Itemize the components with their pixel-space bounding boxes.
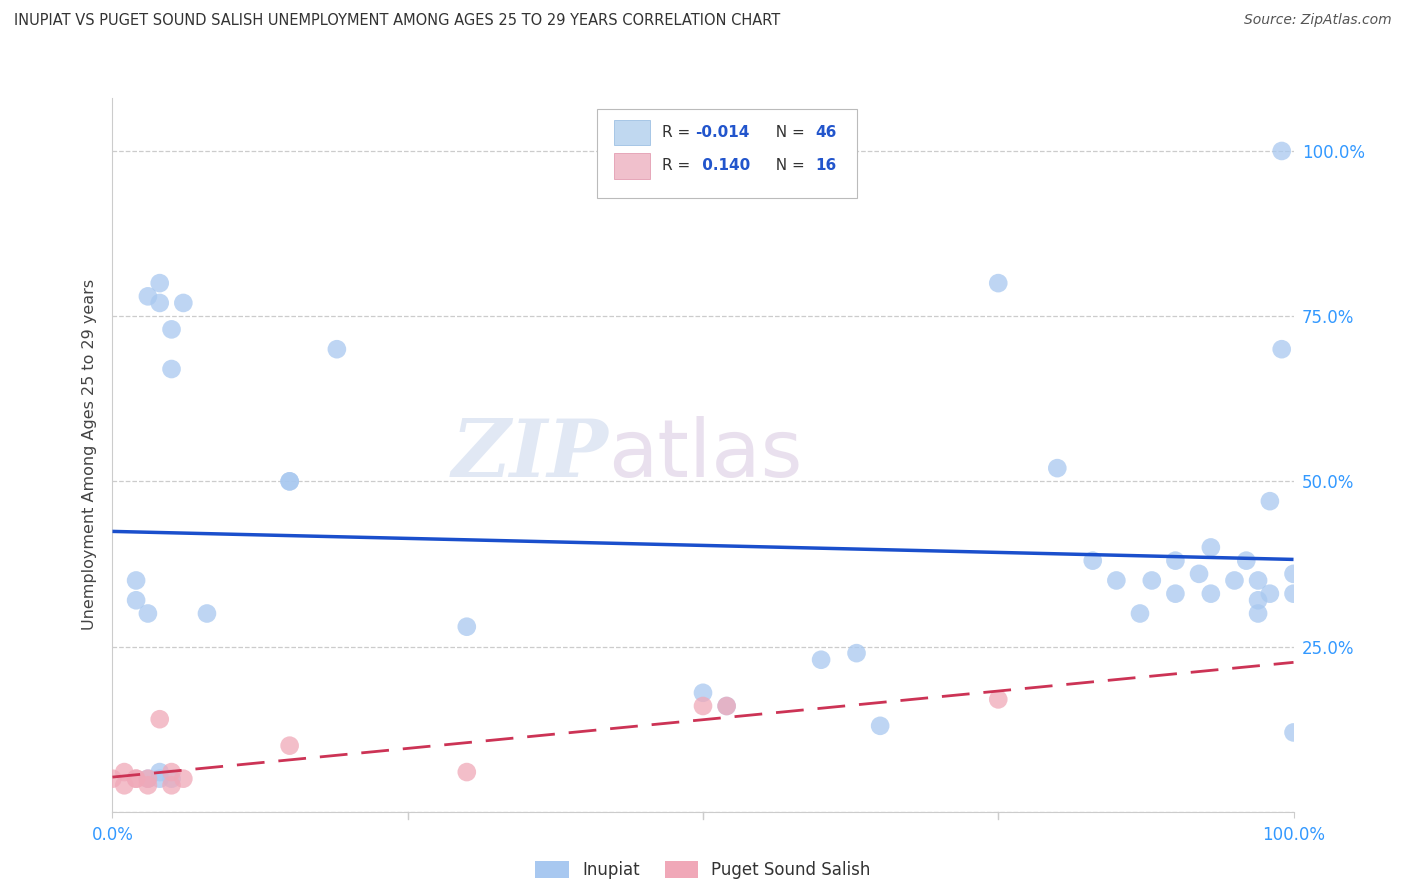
Point — [1105, 574, 1128, 588]
Point — [136, 772, 159, 786]
Point — [869, 719, 891, 733]
Point — [278, 739, 301, 753]
Text: 16: 16 — [815, 159, 837, 173]
Point — [125, 593, 148, 607]
Point — [1282, 587, 1305, 601]
Point — [172, 772, 194, 786]
Text: 0.140: 0.140 — [697, 159, 751, 173]
Point — [172, 296, 194, 310]
Point — [1258, 494, 1281, 508]
Point — [160, 362, 183, 376]
Point — [1282, 566, 1305, 581]
Point — [1247, 593, 1270, 607]
Point — [456, 620, 478, 634]
Point — [1199, 541, 1222, 555]
Point — [149, 296, 172, 310]
Point — [112, 778, 135, 792]
Text: atlas: atlas — [609, 416, 803, 494]
Point — [125, 574, 148, 588]
Point — [136, 772, 159, 786]
Point — [692, 698, 714, 713]
Point — [987, 276, 1010, 290]
Point — [1258, 587, 1281, 601]
Point — [1234, 554, 1257, 568]
Text: R =: R = — [662, 125, 695, 140]
Text: N =: N = — [766, 159, 810, 173]
Text: 46: 46 — [815, 125, 837, 140]
Point — [1223, 574, 1246, 588]
Point — [136, 778, 159, 792]
Point — [810, 653, 832, 667]
Point — [1188, 566, 1211, 581]
Point — [160, 778, 183, 792]
Point — [149, 765, 172, 780]
Point — [125, 772, 148, 786]
Point — [278, 475, 301, 489]
Point — [1199, 587, 1222, 601]
Point — [1081, 554, 1104, 568]
Y-axis label: Unemployment Among Ages 25 to 29 years: Unemployment Among Ages 25 to 29 years — [82, 279, 97, 631]
Point — [1247, 607, 1270, 621]
Point — [1164, 554, 1187, 568]
Point — [456, 765, 478, 780]
Point — [1164, 587, 1187, 601]
Point — [1271, 342, 1294, 356]
Point — [136, 289, 159, 303]
Text: INUPIAT VS PUGET SOUND SALISH UNEMPLOYMENT AMONG AGES 25 TO 29 YEARS CORRELATION: INUPIAT VS PUGET SOUND SALISH UNEMPLOYME… — [14, 13, 780, 29]
Bar — [614, 153, 650, 178]
Point — [1046, 461, 1069, 475]
Legend: Inupiat, Puget Sound Salish: Inupiat, Puget Sound Salish — [529, 854, 877, 886]
Point — [1271, 144, 1294, 158]
Point — [160, 765, 183, 780]
Point — [716, 698, 738, 713]
Point — [716, 698, 738, 713]
Point — [160, 772, 183, 786]
Point — [136, 607, 159, 621]
Point — [195, 607, 218, 621]
Text: R =: R = — [662, 159, 695, 173]
FancyBboxPatch shape — [596, 109, 856, 198]
Point — [149, 712, 172, 726]
Point — [125, 772, 148, 786]
Point — [149, 276, 172, 290]
Point — [101, 772, 124, 786]
Point — [1140, 574, 1163, 588]
Point — [1129, 607, 1152, 621]
Point — [149, 772, 172, 786]
Text: N =: N = — [766, 125, 810, 140]
Point — [1247, 574, 1270, 588]
Text: ZIP: ZIP — [451, 417, 609, 493]
Bar — [614, 120, 650, 145]
Text: Source: ZipAtlas.com: Source: ZipAtlas.com — [1244, 13, 1392, 28]
Point — [278, 475, 301, 489]
Point — [112, 765, 135, 780]
Point — [326, 342, 349, 356]
Point — [987, 692, 1010, 706]
Point — [160, 322, 183, 336]
Text: -0.014: -0.014 — [695, 125, 749, 140]
Point — [1282, 725, 1305, 739]
Point — [845, 646, 868, 660]
Point — [692, 686, 714, 700]
